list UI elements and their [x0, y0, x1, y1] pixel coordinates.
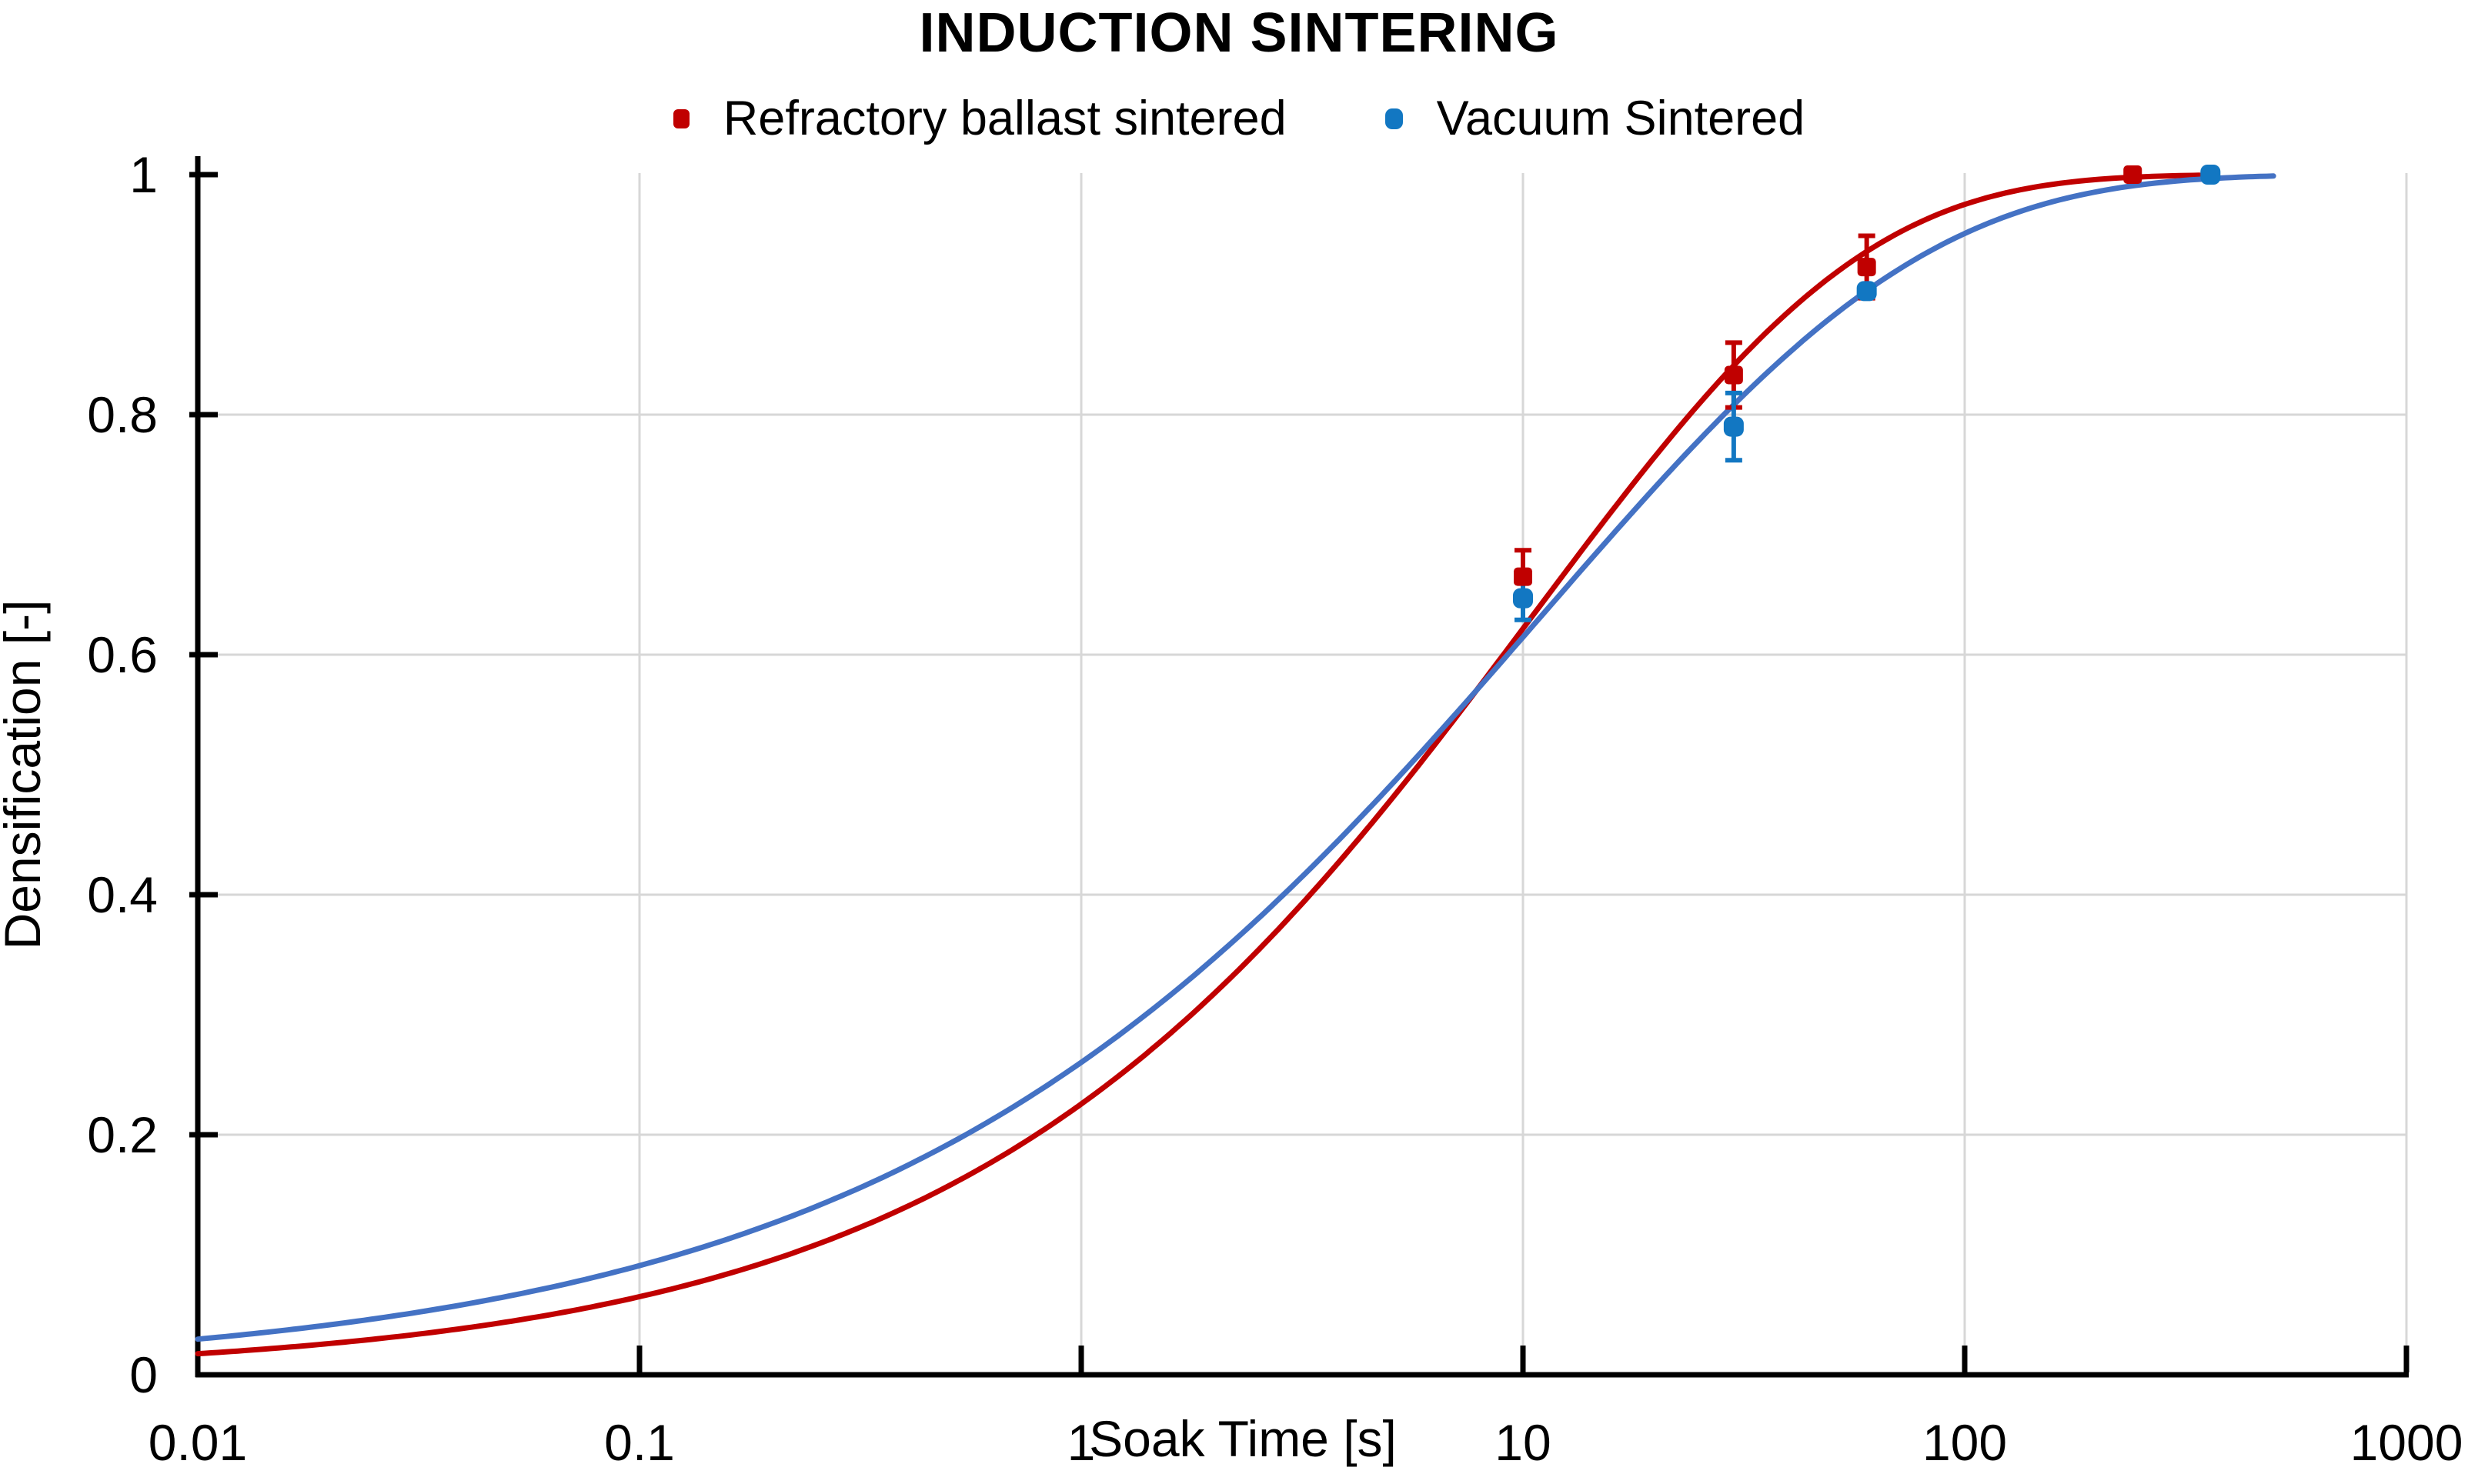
data-point-marker	[1513, 588, 1533, 609]
y-axis-title: Densification [-]	[0, 600, 51, 950]
data-point-marker	[1724, 365, 1743, 385]
legend-item-vacuum: Vacuum Sintered	[1384, 88, 1805, 149]
data-point-marker	[1723, 416, 1744, 437]
x-tick-label: 100	[1922, 1414, 2007, 1471]
x-tick-label: 10	[1494, 1414, 1551, 1471]
gridlines-layer	[200, 173, 2408, 1372]
legend-marker-blue-icon	[1384, 108, 1403, 129]
y-tick-label: 0.2	[87, 1106, 158, 1163]
y-tick-label: 0	[129, 1346, 158, 1403]
x-tick-label: 1000	[2350, 1414, 2463, 1471]
axes-layer	[189, 156, 2410, 1378]
y-tick-label: 1	[129, 146, 158, 203]
data-point-marker	[2200, 165, 2221, 185]
fit-curve	[195, 172, 2202, 1357]
chart-title: INDUCTION SINTERING	[919, 2, 1559, 64]
data-point-marker	[1514, 567, 1532, 586]
legend-item-refractory: Refractory ballast sintered	[673, 88, 1287, 149]
fit-curve	[195, 173, 2276, 1342]
series-layer	[195, 165, 2276, 1357]
tick-labels-layer: 0.01 0.1 1 10 100 1000 0 0.2 0.4 0.6 0.8 1	[87, 146, 2463, 1471]
y-tick-label: 0.8	[87, 386, 158, 443]
legend-label-refractory: Refractory ballast sintered	[723, 92, 1287, 145]
data-point-marker	[1856, 281, 1877, 302]
data-point-marker	[2123, 165, 2142, 184]
legend-label-vacuum: Vacuum Sintered	[1436, 92, 1805, 145]
x-tick-label: 0.1	[604, 1414, 675, 1471]
x-tick-label: 0.01	[149, 1414, 247, 1471]
legend: Refractory ballast sintered Vacuum Sinte…	[0, 88, 2478, 149]
legend-marker-red-icon	[673, 108, 690, 128]
data-point-marker	[1857, 258, 1876, 277]
x-axis-title: Soak Time [s]	[1089, 1410, 1397, 1467]
y-tick-label: 0.4	[87, 866, 158, 923]
y-tick-label: 0.6	[87, 626, 158, 683]
x-tick-label: 1	[1067, 1414, 1096, 1471]
